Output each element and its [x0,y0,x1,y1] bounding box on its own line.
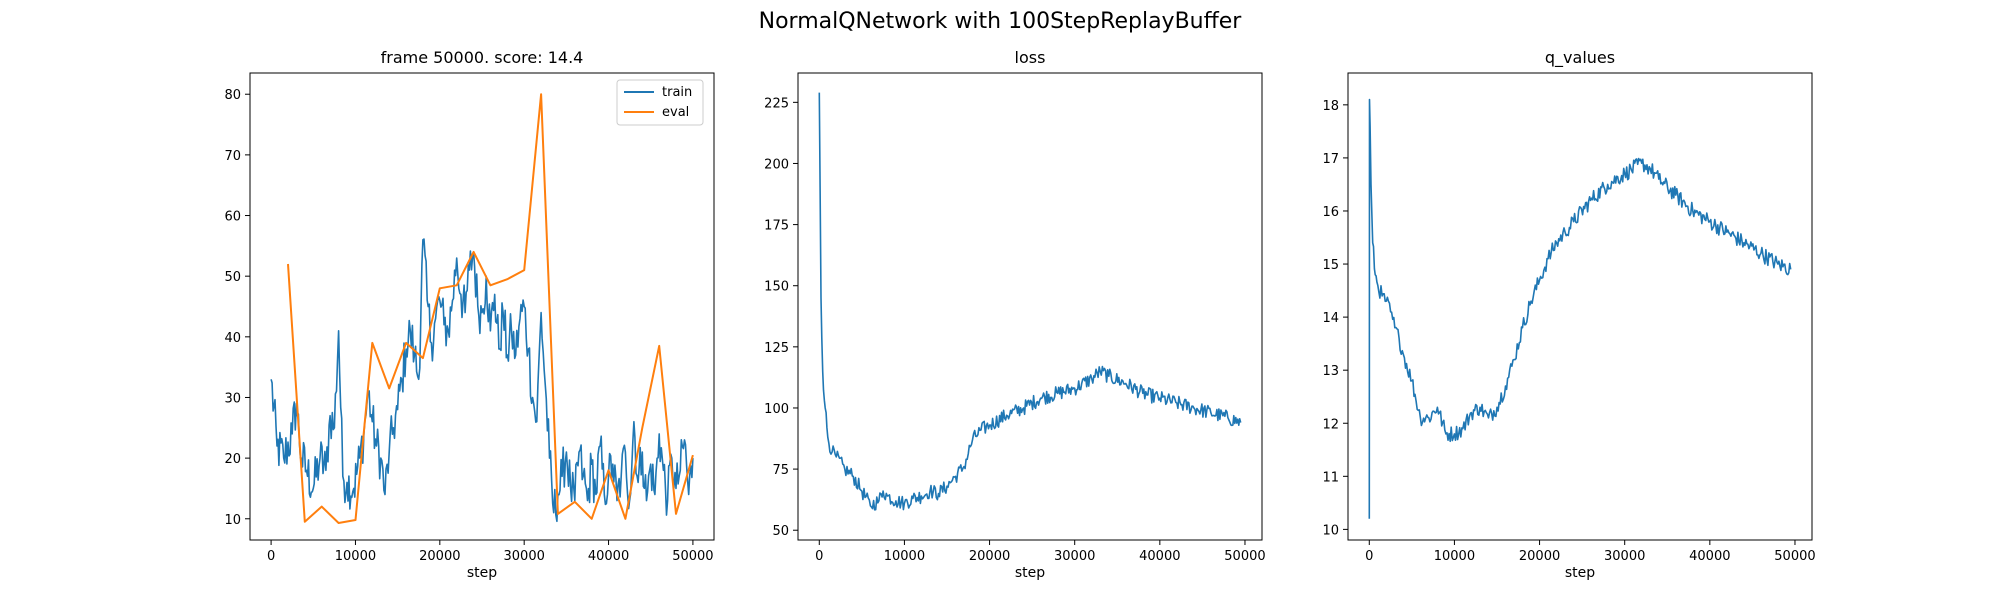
x-tick-label: 20000 [419,549,460,564]
y-tick-label: 40 [224,331,241,346]
x-tick-label: 10000 [1434,549,1475,564]
x-tick-label: 50000 [1224,549,1265,564]
series-line-loss [818,92,1242,511]
x-tick-label: 40000 [1139,549,1180,564]
legend-label-eval: eval [662,105,689,120]
y-tick-label: 150 [764,280,789,295]
x-tick-label: 0 [267,549,275,564]
axes-frame [1347,72,1813,541]
y-tick-label: 75 [772,463,789,478]
y-tick-label: 17 [1322,152,1339,167]
y-tick-label: 125 [764,341,789,356]
panel-title: frame 50000. score: 14.4 [381,48,584,67]
y-tick-label: 15 [1322,258,1339,273]
panel-q-values: q_values 0 10000 20000 30000 40000 50000 10 11 1… [1322,48,1815,581]
y-tick-label: 12 [1322,417,1339,432]
x-tick-label: 50000 [672,549,713,564]
plot-area: 0 10000 20000 30000 40000 50000 50 75 100 125 150 1… [764,72,1266,564]
x-tick-label: 20000 [969,549,1010,564]
legend: train eval [616,79,704,126]
x-tick-label: 20000 [1519,549,1560,564]
x-tick-label: 30000 [504,549,545,564]
y-tick-label: 225 [764,96,789,111]
x-axis-label: step [1015,565,1045,581]
axes-frame [249,72,715,541]
y-tick-label: 16 [1322,205,1339,220]
series-line-eval [287,93,694,524]
y-tick-label: 50 [772,524,789,539]
y-tick-label: 80 [224,88,241,103]
series-line-q_values [1368,98,1792,519]
y-tick-label: 100 [764,402,789,417]
y-tick-label: 14 [1322,311,1339,326]
x-tick-label: 0 [815,549,823,564]
panel-loss: loss 0 10000 20000 30000 40000 50000 50 75 100 12… [764,48,1265,581]
y-tick-label: 20 [224,452,241,467]
panel-title: q_values [1545,48,1615,68]
x-tick-label: 30000 [1604,549,1645,564]
y-tick-label: 175 [764,219,789,234]
y-tick-label: 10 [224,513,241,528]
panel-title: loss [1015,48,1046,67]
x-tick-label: 10000 [335,549,376,564]
plot-area: 0 10000 20000 30000 40000 50000 10 20 30 40 50 60 70… [224,72,715,564]
x-tick-label: 40000 [1689,549,1730,564]
panel-train-eval: frame 50000. score: 14.4 0 10000 20000 3000… [224,48,715,581]
plot-area: 0 10000 20000 30000 40000 50000 10 11 12 13 14 15 16… [1322,72,1816,564]
y-tick-label: 50 [224,270,241,285]
figure-title: NormalQNetwork with 100StepReplayBuffer [759,9,1243,34]
x-tick-label: 40000 [588,549,629,564]
y-tick-label: 13 [1322,364,1339,379]
axes-frame [797,72,1263,541]
x-tick-label: 10000 [884,549,925,564]
x-tick-label: 50000 [1774,549,1815,564]
y-tick-label: 18 [1322,99,1339,114]
x-tick-label: 0 [1365,549,1373,564]
series-line-train [270,238,694,523]
y-tick-label: 10 [1322,523,1339,538]
legend-label-train: train [662,85,692,100]
x-axis-label: step [467,565,497,581]
x-tick-label: 30000 [1054,549,1095,564]
y-tick-label: 11 [1322,470,1339,485]
y-tick-label: 200 [764,157,789,172]
y-tick-label: 30 [224,391,241,406]
y-tick-label: 60 [224,210,241,225]
x-axis-label: step [1565,565,1595,581]
y-tick-label: 70 [224,149,241,164]
